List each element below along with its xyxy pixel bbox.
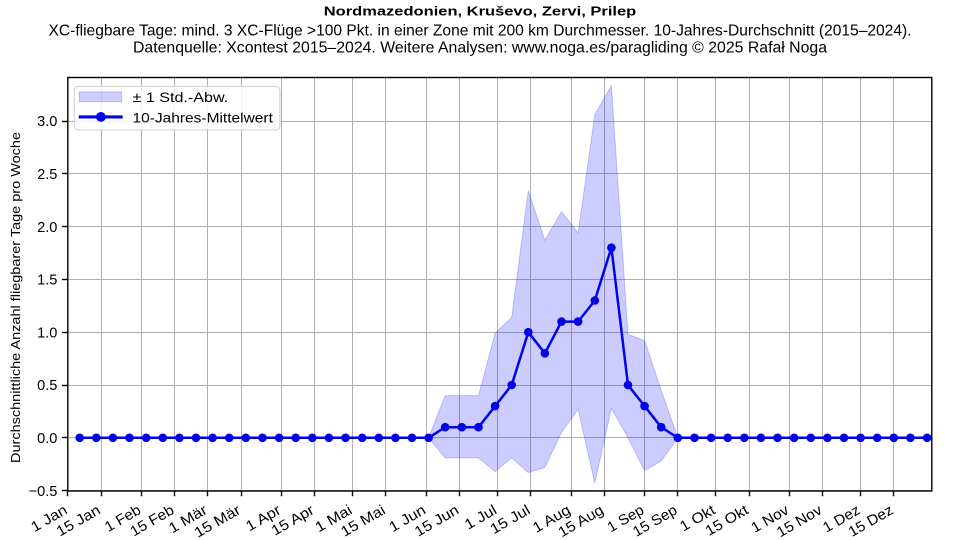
svg-text:2.0: 2.0 <box>37 220 57 236</box>
svg-text:3.0: 3.0 <box>37 114 57 130</box>
svg-text:1.5: 1.5 <box>37 273 57 289</box>
svg-text:Nordmazedonien, Kruševo, Zervi: Nordmazedonien, Kruševo, Zervi, Prilep <box>324 4 637 19</box>
svg-text:Datenquelle: Xcontest 2015–202: Datenquelle: Xcontest 2015–2024. Weitere… <box>133 40 827 57</box>
svg-text:Durchschnittliche Anzahl flieg: Durchschnittliche Anzahl fliegbarer Tage… <box>9 132 23 463</box>
svg-text:1.0: 1.0 <box>37 325 57 341</box>
svg-text:XC-fliegbare Tage: mind. 3 XC-: XC-fliegbare Tage: mind. 3 XC-Flüge >100… <box>49 23 912 40</box>
svg-text:0.0: 0.0 <box>37 431 57 447</box>
svg-text:10-Jahres-Mittelwert: 10-Jahres-Mittelwert <box>133 109 274 125</box>
svg-text:2.5: 2.5 <box>37 167 57 183</box>
svg-text:−0.5: −0.5 <box>29 484 58 500</box>
svg-text:0.5: 0.5 <box>37 378 57 394</box>
svg-text:± 1 Std.-Abw.: ± 1 Std.-Abw. <box>133 89 229 105</box>
